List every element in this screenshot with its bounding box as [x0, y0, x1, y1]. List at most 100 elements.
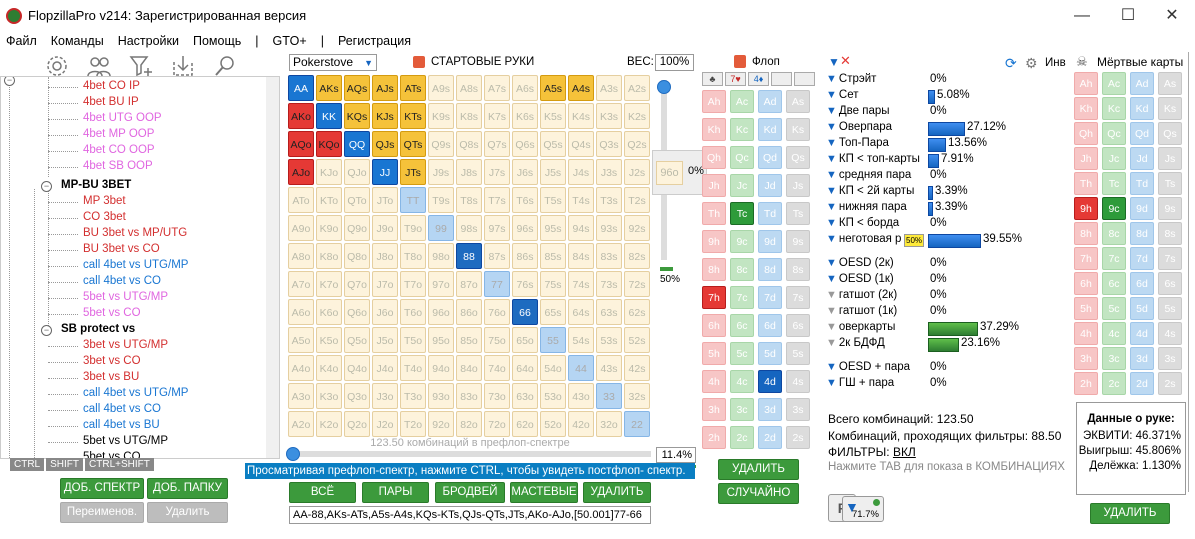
tree-range-item[interactable]: BU 3bet vs CO [83, 243, 160, 255]
hand-cell[interactable]: T4o [400, 355, 426, 381]
tree-range-item[interactable]: MP 3bet [83, 195, 126, 207]
pairs-button[interactable]: ПАРЫ [362, 482, 429, 503]
search-icon[interactable] [213, 54, 237, 78]
import-icon[interactable] [171, 54, 195, 78]
hand-cell[interactable]: QTo [344, 187, 370, 213]
hand-cell[interactable]: 52s [624, 327, 650, 353]
hand-cell[interactable]: 93s [596, 215, 622, 241]
hand-cell[interactable]: A2o [288, 411, 314, 437]
hand-cell[interactable]: AQs [344, 75, 370, 101]
card-2h[interactable]: 2h [1074, 372, 1098, 395]
hand-cell[interactable]: 95s [540, 215, 566, 241]
hand-cell[interactable]: 43s [596, 355, 622, 381]
hand-cell[interactable]: A8o [288, 243, 314, 269]
tree-range-item[interactable]: call 4bet vs BU [83, 419, 160, 431]
close-button[interactable]: ✕ [1165, 7, 1179, 24]
hand-cell[interactable]: Q5s [540, 131, 566, 157]
hand-cell[interactable]: JTs [400, 159, 426, 185]
hand-cell[interactable]: QJo [344, 159, 370, 185]
tree-range-item[interactable]: 5bet vs CO [83, 307, 141, 319]
card-Jd[interactable]: Jd [758, 174, 782, 197]
hand-cell[interactable]: K6o [316, 299, 342, 325]
hand-cell[interactable]: A9o [288, 215, 314, 241]
card-6d[interactable]: 6d [758, 314, 782, 337]
stat-row[interactable]: ▼ Две пары [826, 105, 890, 117]
draw-row[interactable]: ▼ 2к БДФД [826, 337, 885, 349]
hand-cell[interactable]: 52o [540, 411, 566, 437]
card-8s[interactable]: 8s [786, 258, 810, 281]
hand-cell[interactable]: A5s [540, 75, 566, 101]
hand-cell[interactable]: J9s [428, 159, 454, 185]
hand-cell[interactable]: A4s [568, 75, 594, 101]
tree-range-item[interactable]: 5bet vs UTG/MP [83, 435, 168, 447]
hand-cell[interactable]: 64s [568, 299, 594, 325]
hand-cell[interactable]: Q9s [428, 131, 454, 157]
tree-range-item[interactable]: call 4bet vs CO [83, 403, 161, 415]
hand-cell[interactable]: A3s [596, 75, 622, 101]
card-Td[interactable]: Td [1130, 172, 1154, 195]
card-8h[interactable]: 8h [702, 258, 726, 281]
hand-cell[interactable]: 65o [512, 327, 538, 353]
card-As[interactable]: As [786, 90, 810, 113]
card-As[interactable]: As [1158, 72, 1182, 95]
combo-draw-row[interactable]: ▼ OESD + пара [826, 361, 911, 373]
hand-cell[interactable]: A8s [456, 75, 482, 101]
hand-cell[interactable]: QJs [372, 131, 398, 157]
gear-icon[interactable] [45, 54, 69, 78]
card-5s[interactable]: 5s [786, 342, 810, 365]
card-4c[interactable]: 4c [730, 370, 754, 393]
card-5d[interactable]: 5d [758, 342, 782, 365]
card-5h[interactable]: 5h [1074, 297, 1098, 320]
settings-gear-icon[interactable]: ⚙ [1025, 55, 1038, 71]
stat-row[interactable]: ▼ КП < топ-карты [826, 153, 920, 165]
card-Ks[interactable]: Ks [1158, 97, 1182, 120]
range-source-dropdown[interactable]: Pokerstove [289, 54, 377, 71]
card-4d[interactable]: 4d [1130, 322, 1154, 345]
hand-cell[interactable]: Q6s [512, 131, 538, 157]
minimize-button[interactable]: — [1074, 7, 1090, 24]
card-9d[interactable]: 9d [758, 230, 782, 253]
card-7d[interactable]: 7d [758, 286, 782, 309]
hand-cell[interactable]: A7o [288, 271, 314, 297]
menu-commands[interactable]: Команды [50, 34, 104, 48]
card-8d[interactable]: 8d [1130, 222, 1154, 245]
card-2c[interactable]: 2c [730, 426, 754, 449]
hand-cell[interactable]: 53s [596, 327, 622, 353]
hand-cell[interactable]: T8o [400, 243, 426, 269]
hand-cell[interactable]: K2s [624, 103, 650, 129]
hand-cell[interactable]: 95o [428, 327, 454, 353]
card-Ad[interactable]: Ad [758, 90, 782, 113]
card-Kd[interactable]: Kd [1130, 97, 1154, 120]
hand-cell[interactable]: 97o [428, 271, 454, 297]
hand-cell[interactable]: KQo [316, 131, 342, 157]
stat-row[interactable]: ▼ нижняя пара [826, 201, 907, 213]
hand-cell[interactable]: 65s [540, 299, 566, 325]
hand-cell[interactable]: 76s [512, 271, 538, 297]
hand-cell[interactable]: T5s [540, 187, 566, 213]
card-Qh[interactable]: Qh [1074, 122, 1098, 145]
card-2d[interactable]: 2d [758, 426, 782, 449]
hand-cell[interactable]: 84s [568, 243, 594, 269]
draw-row[interactable]: ▼ OESD (2к) [826, 257, 894, 269]
hand-cell[interactable]: K6s [512, 103, 538, 129]
hand-cell[interactable]: 98s [456, 215, 482, 241]
tree-folder-mp-bu-3bet[interactable]: MP-BU 3BET [61, 179, 132, 191]
tree-folder-sb-protect[interactable]: SB protect vs [61, 323, 136, 335]
menu-help[interactable]: Помощь [193, 34, 242, 48]
hand-cell[interactable]: 42s [624, 355, 650, 381]
card-5d[interactable]: 5d [1130, 297, 1154, 320]
range-slider-knob[interactable] [286, 447, 300, 461]
hand-cell[interactable]: J7o [372, 271, 398, 297]
hand-cell[interactable]: 88 [456, 243, 482, 269]
combo-draw-row[interactable]: ▼ ГШ + пара [826, 377, 895, 389]
board-slot[interactable] [794, 72, 815, 86]
card-Ts[interactable]: Ts [1158, 172, 1182, 195]
card-Kc[interactable]: Kc [1102, 97, 1126, 120]
card-8c[interactable]: 8c [1102, 222, 1126, 245]
hand-cell[interactable]: Q3s [596, 131, 622, 157]
hand-cell[interactable]: JJ [372, 159, 398, 185]
card-9h[interactable]: 9h [1074, 197, 1098, 220]
stat-row[interactable]: ▼ КП < борда [826, 217, 900, 229]
card-Jc[interactable]: Jc [1102, 147, 1126, 170]
hand-cell[interactable]: T7o [400, 271, 426, 297]
